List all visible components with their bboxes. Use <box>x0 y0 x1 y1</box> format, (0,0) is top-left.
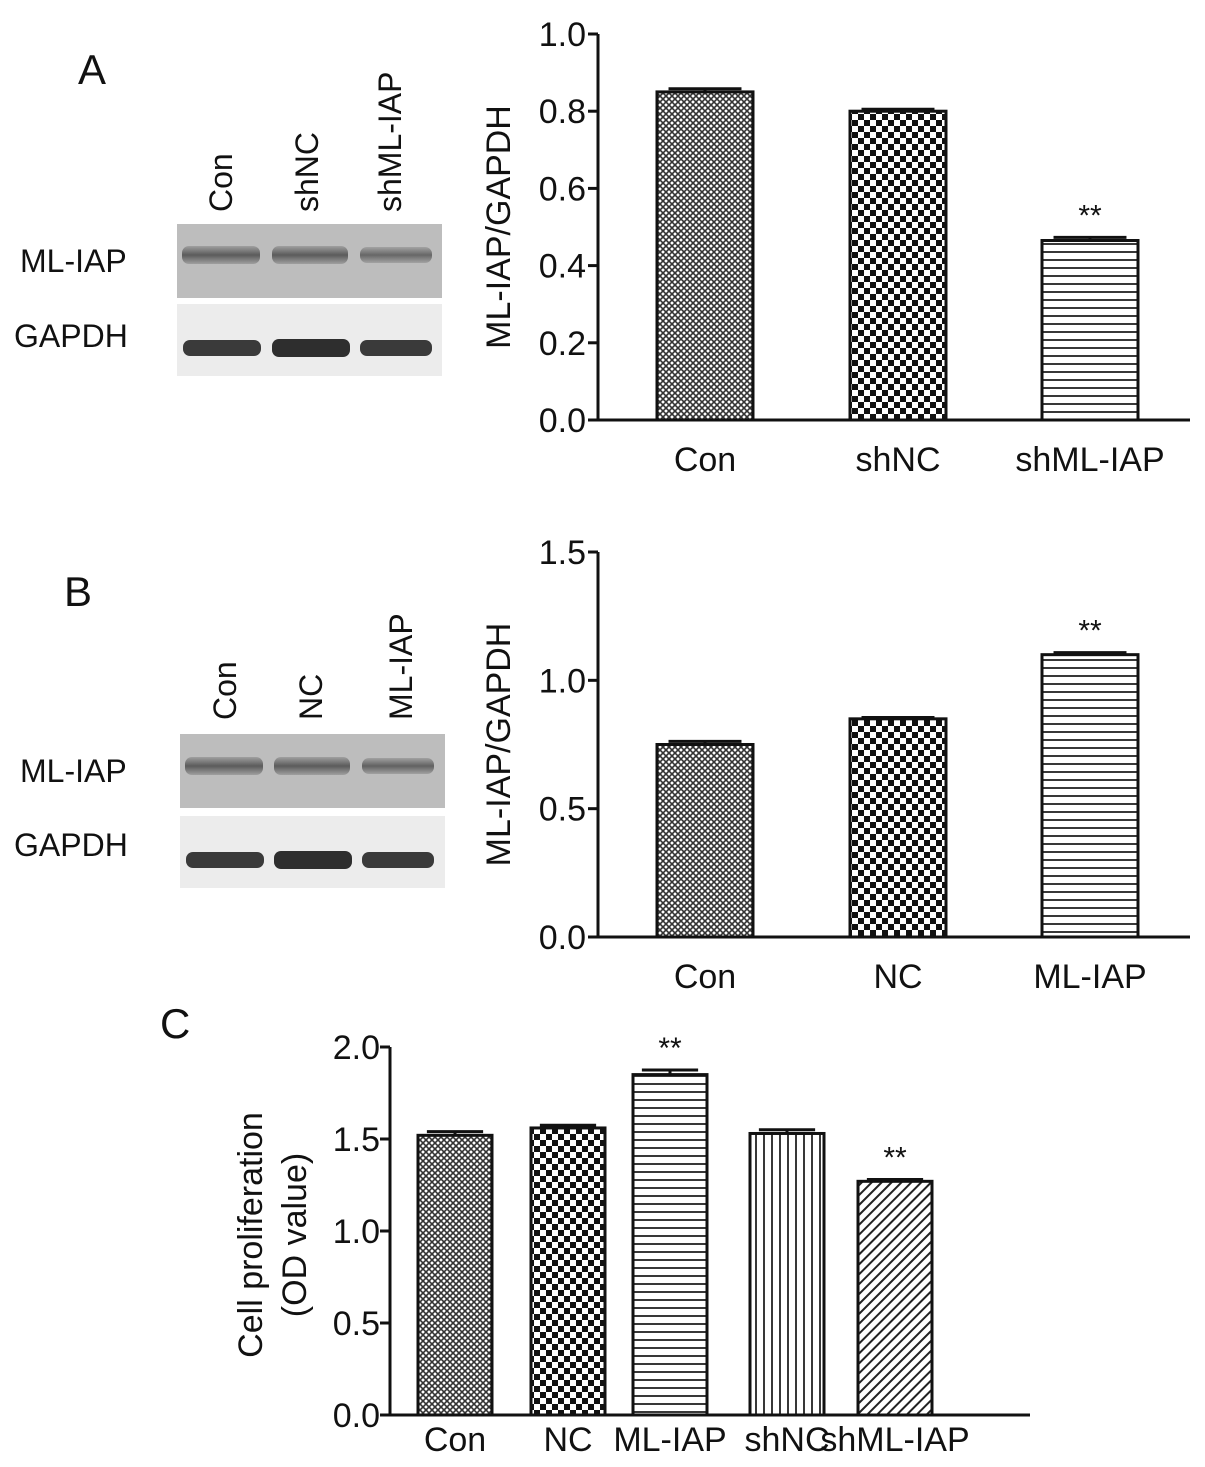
blot-lane-label: shNC <box>289 132 325 212</box>
y-tick-label: 0.6 <box>539 170 586 208</box>
western-blot-b: Con NC ML-IAP ML-IAP GAPDH <box>14 613 445 888</box>
blot-lane-label: ML-IAP <box>383 613 419 720</box>
bar-con <box>655 90 755 422</box>
panel-letter-b: B <box>64 568 92 615</box>
bar-chart-b: Con NC ** ML-IAP 0.0 0.5 1.0 1.5 ML-IAP/GAPDH <box>480 534 1190 996</box>
bar-chart-c: Con NC ** ML-IAP shNC ** shML-IAP 0.0 0.5 1.0 1.5 2… <box>232 1029 1030 1459</box>
bar-nc <box>529 1126 607 1417</box>
panel-letter-c: C <box>160 1000 190 1047</box>
bar-shml-iap <box>1040 239 1140 422</box>
blot-row-label: ML-IAP <box>20 753 127 789</box>
x-tick-label: shML-IAP <box>820 1421 969 1459</box>
y-tick-label: 0.2 <box>539 325 586 363</box>
blot-band <box>272 246 348 264</box>
blot-band <box>186 852 264 868</box>
bar-shnc <box>848 109 948 422</box>
blot-lane-label: shML-IAP <box>372 72 408 212</box>
x-tick-label: ML-IAP <box>1033 958 1146 996</box>
x-tick-label: shNC <box>744 1421 829 1459</box>
significance-marker: ** <box>1078 615 1102 648</box>
y-tick-label: 1.0 <box>333 1213 380 1251</box>
y-tick-label: 0.8 <box>539 93 586 131</box>
y-tick-label: 1.5 <box>539 534 586 572</box>
bar-shnc <box>748 1131 826 1417</box>
x-tick-label: Con <box>674 958 736 996</box>
blot-lane-label: Con <box>207 661 243 720</box>
blot-band <box>274 757 350 775</box>
blot-band <box>362 852 434 868</box>
y-tick-label: 0.0 <box>539 402 586 440</box>
x-tick-label: Con <box>424 1421 486 1459</box>
bar-con <box>655 743 755 939</box>
y-tick-label: 1.5 <box>333 1121 380 1159</box>
y-tick-label: 0.5 <box>333 1305 380 1343</box>
x-tick-label: Con <box>674 441 736 479</box>
y-axis-title: Cell proliferation <box>232 1112 270 1358</box>
western-blot-a: Con shNC shML-IAP ML-IAP GAPDH <box>14 72 442 376</box>
y-axis-title: ML-IAP/GAPDH <box>480 623 518 867</box>
blot-row-label: ML-IAP <box>20 243 127 279</box>
x-tick-label: shNC <box>855 441 940 479</box>
y-tick-label: 1.0 <box>539 662 586 700</box>
y-tick-label: 0.0 <box>333 1397 380 1435</box>
blot-lane-label: Con <box>203 153 239 212</box>
bar-ml-iap <box>1040 653 1140 939</box>
blot-band <box>185 757 263 775</box>
blot-row-label: GAPDH <box>14 827 128 863</box>
y-tick-label: 1.0 <box>539 16 586 54</box>
significance-marker: ** <box>1078 199 1102 232</box>
x-tick-label: shML-IAP <box>1015 441 1164 479</box>
x-tick-label: NC <box>873 958 922 996</box>
y-axis-title: ML-IAP/GAPDH <box>480 105 518 349</box>
bar-con <box>416 1133 494 1417</box>
y-tick-label: 0.0 <box>539 919 586 957</box>
blot-band <box>362 758 434 774</box>
blot-row-label: GAPDH <box>14 318 128 354</box>
blot-band <box>360 340 432 356</box>
significance-marker: ** <box>658 1032 682 1065</box>
panel-letter-a: A <box>78 46 106 93</box>
bar-chart-a: Con shNC ** shML-IAP 0.0 0.2 0.4 0.6 0.8 1.0 ML-IA… <box>480 16 1190 479</box>
y-tick-label: 0.4 <box>539 248 586 286</box>
bar-shml-iap <box>856 1179 934 1417</box>
bar-ml-iap <box>631 1073 709 1417</box>
blot-band <box>272 339 350 357</box>
blot-band <box>183 340 261 356</box>
blot-band <box>274 851 352 869</box>
y-tick-label: 0.5 <box>539 791 586 829</box>
bar-nc <box>848 717 948 939</box>
blot-lane-label: NC <box>293 674 329 720</box>
y-tick-label: 2.0 <box>333 1029 380 1067</box>
blot-band <box>360 247 432 263</box>
blot-band <box>182 246 260 264</box>
y-axis-title: (OD value) <box>276 1153 314 1317</box>
x-tick-label: NC <box>543 1421 592 1459</box>
significance-marker: ** <box>883 1141 907 1174</box>
x-tick-label: ML-IAP <box>613 1421 726 1459</box>
